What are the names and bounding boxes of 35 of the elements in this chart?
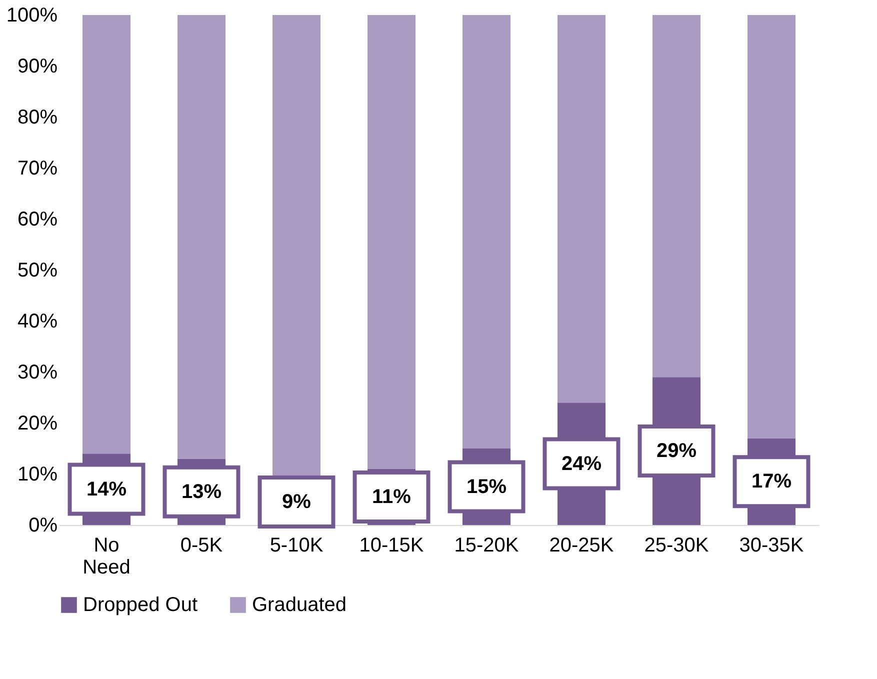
data-label: 11% (372, 486, 412, 508)
data-label: 17% (751, 470, 792, 493)
x-tick-label: 15-20K (454, 534, 520, 556)
y-tick-label: 10% (17, 464, 58, 486)
data-label: 29% (656, 440, 697, 462)
y-tick-label: 100% (6, 4, 58, 26)
bar (748, 15, 796, 438)
bar (462, 15, 510, 448)
y-tick-label: 90% (17, 56, 58, 78)
y-tick-label: 40% (17, 310, 58, 332)
y-tick-label: 0% (28, 514, 58, 536)
bar (82, 15, 130, 454)
y-tick-label: 80% (17, 106, 58, 128)
x-tick-label: 20-25K (549, 534, 614, 556)
data-label: 13% (181, 480, 222, 503)
data-label: 9% (282, 491, 312, 514)
data-label: 24% (561, 452, 602, 475)
y-tick-label: 30% (17, 362, 58, 384)
y-tick-label: 20% (17, 412, 58, 434)
x-tick-label: 30-35K (739, 534, 804, 556)
x-tick-label: 10-15K (359, 534, 424, 556)
y-tick-label: 60% (17, 208, 58, 230)
y-tick-label: 50% (17, 260, 58, 282)
legend-label: Graduated (252, 594, 347, 616)
x-tick-label: 25-30K (644, 534, 710, 556)
bar (652, 15, 700, 378)
legend-label: Dropped Out (83, 594, 198, 616)
data-label: 15% (466, 476, 507, 498)
bar (178, 15, 226, 459)
x-tick-label: 5-10K (270, 534, 324, 556)
x-tick-label: No Need (82, 534, 130, 578)
y-tick-label: 70% (17, 158, 58, 180)
data-label: 14% (86, 478, 127, 500)
bar (558, 15, 606, 403)
x-tick-label: 0-5K (180, 534, 224, 556)
